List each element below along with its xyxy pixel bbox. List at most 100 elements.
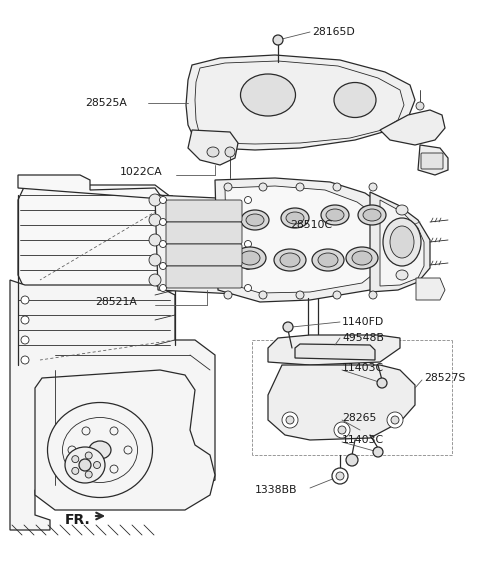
Text: 28165D: 28165D — [312, 27, 355, 37]
Ellipse shape — [390, 226, 414, 258]
Circle shape — [244, 262, 252, 270]
FancyBboxPatch shape — [166, 222, 242, 244]
Circle shape — [334, 422, 350, 438]
Circle shape — [225, 147, 235, 157]
Ellipse shape — [280, 253, 300, 267]
Circle shape — [333, 291, 341, 299]
Circle shape — [387, 412, 403, 428]
Circle shape — [391, 416, 399, 424]
FancyBboxPatch shape — [421, 153, 443, 169]
Ellipse shape — [363, 209, 381, 221]
Ellipse shape — [334, 83, 376, 117]
Circle shape — [416, 102, 424, 110]
Ellipse shape — [358, 205, 386, 225]
Ellipse shape — [65, 447, 105, 483]
Polygon shape — [35, 370, 215, 510]
Circle shape — [282, 412, 298, 428]
Polygon shape — [380, 200, 424, 286]
Ellipse shape — [240, 251, 260, 265]
Polygon shape — [155, 195, 258, 295]
Circle shape — [159, 197, 167, 203]
Ellipse shape — [207, 147, 219, 157]
Circle shape — [149, 274, 161, 286]
Polygon shape — [188, 130, 238, 165]
Circle shape — [159, 262, 167, 270]
Circle shape — [283, 322, 293, 332]
Ellipse shape — [321, 205, 349, 225]
Ellipse shape — [346, 247, 378, 269]
Circle shape — [85, 452, 92, 459]
Ellipse shape — [62, 418, 137, 483]
Ellipse shape — [48, 402, 153, 497]
Circle shape — [333, 183, 341, 191]
Circle shape — [82, 427, 90, 435]
Circle shape — [68, 446, 76, 454]
Text: 28521A: 28521A — [95, 297, 137, 307]
Ellipse shape — [274, 249, 306, 271]
Ellipse shape — [383, 218, 421, 266]
Circle shape — [273, 35, 283, 45]
Circle shape — [259, 291, 267, 299]
Polygon shape — [268, 335, 400, 365]
Text: 11403C: 11403C — [342, 363, 384, 373]
Polygon shape — [18, 175, 175, 200]
Circle shape — [159, 219, 167, 225]
Circle shape — [21, 316, 29, 324]
Polygon shape — [215, 178, 400, 302]
Polygon shape — [380, 110, 445, 145]
Circle shape — [336, 472, 344, 480]
Circle shape — [159, 241, 167, 247]
Circle shape — [244, 219, 252, 225]
Circle shape — [21, 356, 29, 364]
Circle shape — [149, 254, 161, 266]
Polygon shape — [225, 186, 386, 293]
Circle shape — [373, 447, 383, 457]
Polygon shape — [268, 365, 415, 440]
Circle shape — [259, 183, 267, 191]
Text: 49548B: 49548B — [342, 333, 384, 343]
Circle shape — [159, 284, 167, 292]
Circle shape — [296, 183, 304, 191]
Ellipse shape — [318, 253, 338, 267]
Circle shape — [224, 183, 232, 191]
Polygon shape — [418, 145, 448, 175]
Text: 1022CA: 1022CA — [120, 167, 163, 177]
Circle shape — [149, 214, 161, 226]
Ellipse shape — [396, 205, 408, 215]
Ellipse shape — [312, 249, 344, 271]
Circle shape — [94, 461, 100, 469]
Circle shape — [346, 454, 358, 466]
Polygon shape — [10, 280, 215, 530]
Circle shape — [72, 456, 79, 463]
Circle shape — [124, 446, 132, 454]
Circle shape — [296, 291, 304, 299]
Ellipse shape — [326, 209, 344, 221]
Text: 11403C: 11403C — [342, 435, 384, 445]
Circle shape — [244, 241, 252, 247]
Ellipse shape — [396, 270, 408, 280]
FancyBboxPatch shape — [166, 266, 242, 288]
Ellipse shape — [281, 208, 309, 228]
Ellipse shape — [240, 74, 296, 116]
Circle shape — [110, 465, 118, 473]
Text: FR.: FR. — [65, 513, 91, 527]
Ellipse shape — [234, 247, 266, 269]
Circle shape — [244, 284, 252, 292]
Polygon shape — [295, 344, 375, 360]
Circle shape — [110, 427, 118, 435]
Circle shape — [332, 468, 348, 484]
Ellipse shape — [246, 214, 264, 226]
Circle shape — [85, 471, 92, 478]
Circle shape — [21, 296, 29, 304]
Circle shape — [369, 183, 377, 191]
Circle shape — [338, 426, 346, 434]
Circle shape — [244, 197, 252, 203]
Text: 28265: 28265 — [342, 413, 376, 423]
Polygon shape — [416, 278, 445, 300]
Polygon shape — [186, 55, 415, 150]
Ellipse shape — [89, 441, 111, 459]
Ellipse shape — [241, 210, 269, 230]
FancyBboxPatch shape — [166, 244, 242, 266]
Text: 28527S: 28527S — [424, 373, 466, 383]
Ellipse shape — [286, 212, 304, 224]
